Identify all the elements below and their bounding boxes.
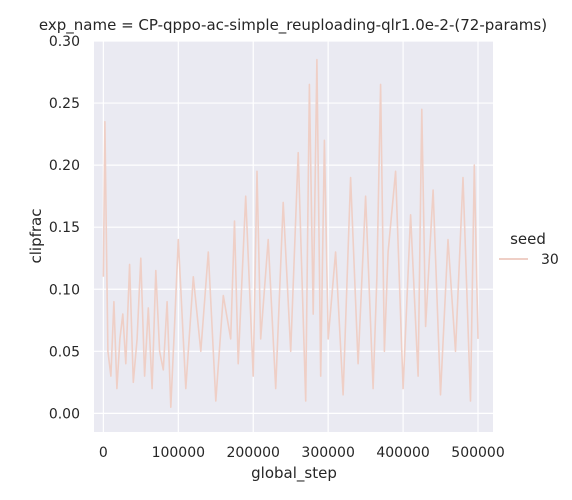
y-tick-label: 0.15 bbox=[49, 220, 80, 236]
y-tick-label: 0.10 bbox=[49, 282, 80, 298]
legend-label: 30 bbox=[541, 252, 559, 268]
legend: seed 30 bbox=[499, 230, 559, 268]
y-tick-label: 0.20 bbox=[49, 158, 80, 174]
legend-title: seed bbox=[510, 230, 546, 248]
y-axis-title: clipfrac bbox=[27, 209, 45, 264]
x-tick-label: 400000 bbox=[376, 445, 429, 461]
x-tick-label: 0 bbox=[99, 445, 108, 461]
y-tick-label: 0.00 bbox=[49, 406, 80, 422]
chart-title: exp_name = CP-qppo-ac-simple_reuploading… bbox=[39, 16, 547, 35]
x-tick-label: 300000 bbox=[301, 445, 354, 461]
x-tick-label: 500000 bbox=[451, 445, 504, 461]
y-tick-label: 0.30 bbox=[49, 34, 80, 50]
x-axis-title: global_step bbox=[251, 464, 337, 483]
y-tick-label: 0.25 bbox=[49, 96, 80, 112]
x-tick-label: 100000 bbox=[152, 445, 205, 461]
series-layer bbox=[102, 58, 479, 409]
x-tick-label: 200000 bbox=[226, 445, 279, 461]
grid bbox=[94, 40, 493, 432]
plot-area bbox=[94, 41, 493, 432]
y-tick-label: 0.05 bbox=[49, 344, 80, 360]
tick-labels: 0 100000 200000 300000 400000 500000 0.00 0.05 0… bbox=[49, 34, 505, 461]
series-line-30 bbox=[102, 58, 479, 409]
